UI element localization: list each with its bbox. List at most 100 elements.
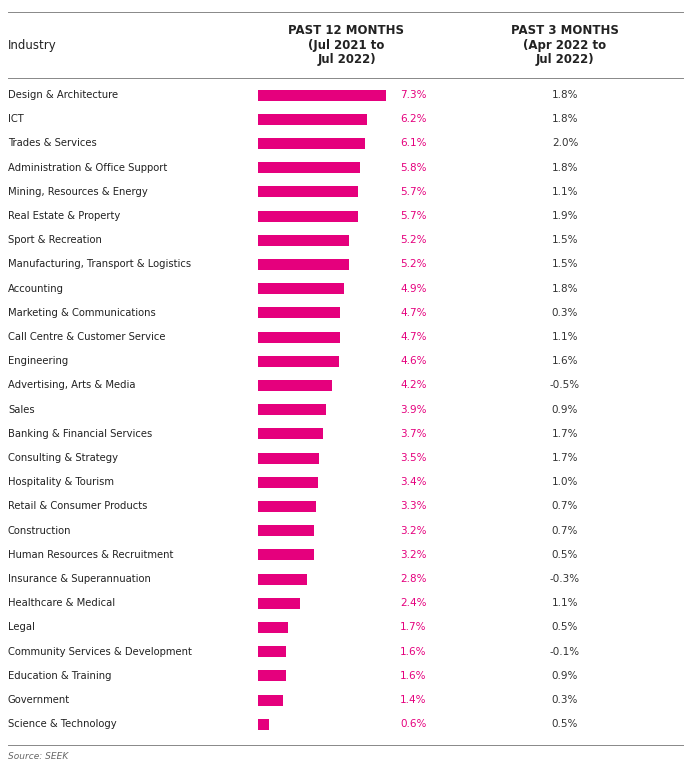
Text: 0.3%: 0.3% xyxy=(552,307,578,318)
Text: 7.3%: 7.3% xyxy=(400,90,426,100)
Bar xyxy=(258,234,349,246)
Text: 1.0%: 1.0% xyxy=(552,477,578,487)
Bar xyxy=(258,355,339,367)
Bar xyxy=(258,549,314,560)
Bar xyxy=(258,718,269,730)
Bar xyxy=(258,428,323,439)
Text: 2.4%: 2.4% xyxy=(400,598,426,608)
Text: Community Services & Development: Community Services & Development xyxy=(8,647,192,657)
Bar xyxy=(258,259,349,270)
Text: 0.7%: 0.7% xyxy=(552,501,578,511)
Text: Sales: Sales xyxy=(8,405,35,415)
Text: ICT: ICT xyxy=(8,114,23,124)
Text: Mining, Resources & Energy: Mining, Resources & Energy xyxy=(8,186,148,197)
Text: Government: Government xyxy=(8,695,70,705)
Text: Insurance & Superannuation: Insurance & Superannuation xyxy=(8,574,151,584)
Text: 1.5%: 1.5% xyxy=(551,260,578,269)
Text: Engineering: Engineering xyxy=(8,356,68,366)
Text: 4.9%: 4.9% xyxy=(400,284,426,294)
Text: 6.1%: 6.1% xyxy=(400,139,426,148)
Text: 1.8%: 1.8% xyxy=(551,163,578,173)
Text: Healthcare & Medical: Healthcare & Medical xyxy=(8,598,115,608)
Text: Banking & Financial Services: Banking & Financial Services xyxy=(8,428,152,439)
Text: 2.8%: 2.8% xyxy=(400,574,426,584)
Text: Education & Training: Education & Training xyxy=(8,670,111,681)
Text: Real Estate & Property: Real Estate & Property xyxy=(8,211,120,221)
Text: 1.7%: 1.7% xyxy=(551,428,578,439)
Text: PAST 3 MONTHS
(Apr 2022 to
Jul 2022): PAST 3 MONTHS (Apr 2022 to Jul 2022) xyxy=(511,24,619,66)
Text: 4.7%: 4.7% xyxy=(400,307,426,318)
Text: -0.3%: -0.3% xyxy=(550,574,580,584)
Bar xyxy=(258,162,360,173)
Text: 0.9%: 0.9% xyxy=(552,405,578,415)
Bar xyxy=(258,186,358,197)
Text: 3.3%: 3.3% xyxy=(400,501,426,511)
Bar xyxy=(258,113,367,125)
Bar xyxy=(258,476,318,488)
Text: 1.1%: 1.1% xyxy=(551,186,578,197)
Text: Consulting & Strategy: Consulting & Strategy xyxy=(8,453,118,463)
Text: Legal: Legal xyxy=(8,622,35,632)
Text: Call Centre & Customer Service: Call Centre & Customer Service xyxy=(8,332,166,342)
Text: 1.1%: 1.1% xyxy=(551,598,578,608)
Bar xyxy=(258,404,326,415)
Text: 1.7%: 1.7% xyxy=(551,453,578,463)
Text: 3.2%: 3.2% xyxy=(400,549,426,560)
Text: Construction: Construction xyxy=(8,526,71,536)
Text: 0.9%: 0.9% xyxy=(552,670,578,681)
Bar xyxy=(258,670,286,681)
Text: 0.5%: 0.5% xyxy=(552,622,578,632)
Bar xyxy=(258,574,307,584)
Text: Hospitality & Tourism: Hospitality & Tourism xyxy=(8,477,114,487)
Text: 1.7%: 1.7% xyxy=(400,622,426,632)
Text: 1.6%: 1.6% xyxy=(551,356,578,366)
Text: -0.5%: -0.5% xyxy=(550,380,580,390)
Text: 4.6%: 4.6% xyxy=(400,356,426,366)
Text: 1.8%: 1.8% xyxy=(551,90,578,100)
Bar xyxy=(258,695,283,705)
Text: 5.7%: 5.7% xyxy=(400,186,426,197)
Text: Human Resources & Recruitment: Human Resources & Recruitment xyxy=(8,549,173,560)
Text: 0.7%: 0.7% xyxy=(552,526,578,536)
Text: Advertising, Arts & Media: Advertising, Arts & Media xyxy=(8,380,135,390)
Bar xyxy=(258,597,300,609)
Text: Source: SEEK: Source: SEEK xyxy=(8,752,68,761)
Text: 4.7%: 4.7% xyxy=(400,332,426,342)
Text: 1.9%: 1.9% xyxy=(551,211,578,221)
Text: 5.7%: 5.7% xyxy=(400,211,426,221)
Text: Retail & Consumer Products: Retail & Consumer Products xyxy=(8,501,147,511)
Text: Administration & Office Support: Administration & Office Support xyxy=(8,163,167,173)
Text: 1.6%: 1.6% xyxy=(400,647,426,657)
Text: Sport & Recreation: Sport & Recreation xyxy=(8,235,102,245)
Text: Marketing & Communications: Marketing & Communications xyxy=(8,307,155,318)
Text: 6.2%: 6.2% xyxy=(400,114,426,124)
Text: Design & Architecture: Design & Architecture xyxy=(8,90,118,100)
Text: 1.8%: 1.8% xyxy=(551,284,578,294)
Bar xyxy=(258,501,316,512)
Text: 3.9%: 3.9% xyxy=(400,405,426,415)
Text: 0.3%: 0.3% xyxy=(552,695,578,705)
Text: 0.5%: 0.5% xyxy=(552,719,578,729)
Text: 5.8%: 5.8% xyxy=(400,163,426,173)
Text: 2.0%: 2.0% xyxy=(552,139,578,148)
Text: 3.2%: 3.2% xyxy=(400,526,426,536)
Text: 4.2%: 4.2% xyxy=(400,380,426,390)
Text: 3.7%: 3.7% xyxy=(400,428,426,439)
Text: Manufacturing, Transport & Logistics: Manufacturing, Transport & Logistics xyxy=(8,260,191,269)
Bar xyxy=(258,453,319,463)
Text: 3.4%: 3.4% xyxy=(400,477,426,487)
Text: 5.2%: 5.2% xyxy=(400,260,426,269)
Text: 1.4%: 1.4% xyxy=(400,695,426,705)
Bar xyxy=(258,307,341,318)
Text: 0.5%: 0.5% xyxy=(552,549,578,560)
Text: Trades & Services: Trades & Services xyxy=(8,139,97,148)
Bar xyxy=(258,646,286,657)
Text: 1.6%: 1.6% xyxy=(400,670,426,681)
Bar xyxy=(258,283,344,294)
Text: 1.1%: 1.1% xyxy=(551,332,578,342)
Bar xyxy=(258,138,365,149)
Text: Industry: Industry xyxy=(8,39,57,52)
Bar xyxy=(258,525,314,536)
Text: 5.2%: 5.2% xyxy=(400,235,426,245)
Bar xyxy=(258,380,332,391)
